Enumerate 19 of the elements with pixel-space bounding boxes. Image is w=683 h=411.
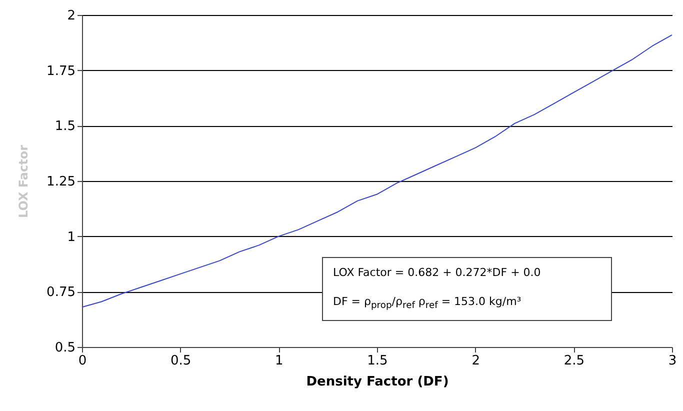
x-tick-label: 1 xyxy=(275,354,284,368)
line-series xyxy=(82,34,672,308)
x-tick-label: 0 xyxy=(78,354,87,368)
x-tick-label: 2.5 xyxy=(564,354,585,368)
y-tick-label: 1.25 xyxy=(46,174,76,190)
y-tick-label: 1.75 xyxy=(46,64,76,79)
x-tick-label: 1.5 xyxy=(367,354,388,368)
y-tick-label: 1 xyxy=(67,230,76,245)
x-tick-label: 0.5 xyxy=(170,354,192,368)
y-tick-label: 2 xyxy=(67,8,76,24)
annotation: LOX Factor = 0.682 + 0.272*DF + 0.0 xyxy=(333,266,542,279)
y-tick-label: 0.5 xyxy=(54,340,76,356)
y-tick-label: 0.75 xyxy=(46,285,76,300)
note-box: LOX Factor = 0.682 + 0.272*DF + 0.0 DF = ρ$_{prop}$/ρ$_{ref}$ ρ$_{ref}$ = 153.0 kg/m³ xyxy=(322,257,612,321)
x-tick-label: 3 xyxy=(668,354,677,368)
x-tick-label: 2 xyxy=(472,354,480,368)
annotation: DF = ρ$_{prop}$/ρ$_{ref}$ ρ$_{ref}$ = 153.0 kg/m³ xyxy=(333,295,522,312)
x-axis-title: Density Factor (DF) xyxy=(306,374,449,390)
y-tick-label: 1.5 xyxy=(54,119,76,134)
